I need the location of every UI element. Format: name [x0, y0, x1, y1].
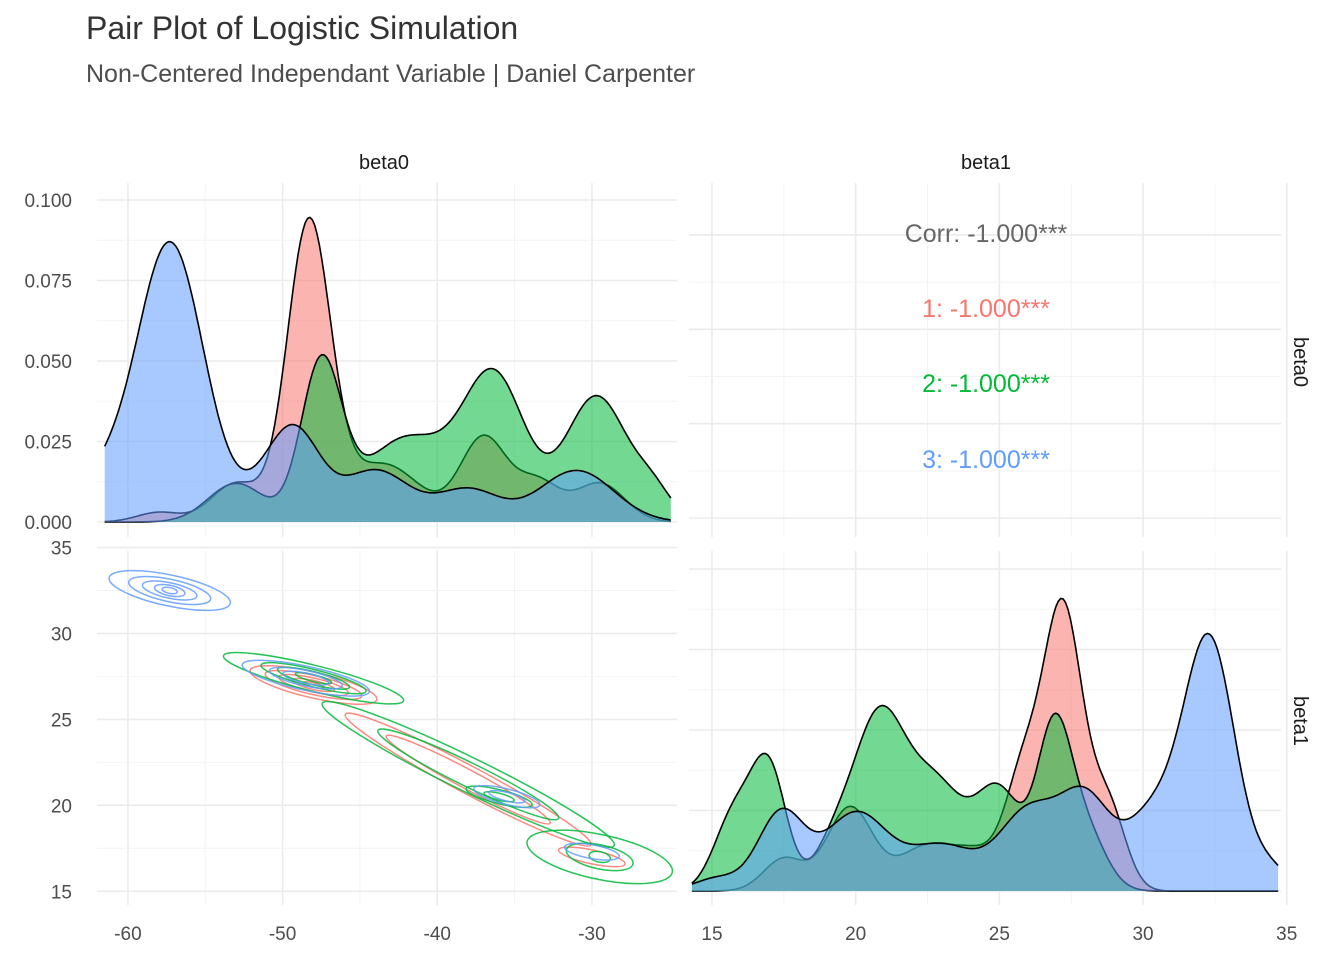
corr-label-2: 2: -1.000*** — [922, 370, 1050, 398]
x-tick-label-beta1: 20 — [845, 924, 866, 945]
y-tick-label-density: 0.050 — [24, 352, 72, 373]
corr-label-3: 3: -1.000*** — [922, 446, 1050, 474]
strip-col-beta1: beta1 — [961, 152, 1011, 174]
contour-group-2 — [376, 728, 560, 821]
beta0-density-fill-group-3 — [104, 241, 671, 522]
beta0-densities — [103, 216, 672, 523]
contour-group-3 — [108, 569, 232, 612]
contour-group-3 — [153, 583, 186, 598]
x-tick-label-beta0: -50 — [269, 924, 296, 945]
x-tick-label-beta1: 35 — [1276, 924, 1297, 945]
strip-row-beta1: beta1 — [1289, 696, 1311, 746]
x-tick-label-beta1: 25 — [989, 924, 1010, 945]
x-tick-label-beta1: 15 — [701, 924, 722, 945]
x-tick-label-beta0: -30 — [578, 924, 605, 945]
contour-group-1 — [385, 734, 552, 825]
y-tick-label-density: 0.075 — [24, 272, 72, 293]
corr-label-1: 1: -1.000*** — [922, 295, 1050, 323]
y-tick-label-beta1: 35 — [51, 539, 72, 560]
x-tick-label-beta1: 30 — [1132, 924, 1153, 945]
y-tick-label-beta1: 15 — [51, 882, 72, 903]
strip-col-beta0: beta0 — [359, 152, 409, 174]
chart-title: Pair Plot of Logistic Simulation — [86, 10, 519, 46]
contour-group-3 — [473, 784, 541, 809]
x-tick-label-beta0: -40 — [424, 924, 451, 945]
contour-group-3 — [161, 586, 179, 595]
beta1-densities — [691, 597, 1279, 892]
beta0-density-outline-group-3 — [103, 240, 671, 521]
contour-group-3 — [282, 670, 330, 686]
beta1-density-fill-group-3 — [691, 633, 1279, 891]
y-tick-label-density: 0.000 — [24, 513, 72, 534]
contour-group-1 — [344, 712, 593, 847]
contour-group-3 — [127, 575, 212, 606]
contour-group-2 — [465, 785, 533, 809]
y-tick-label-density: 0.100 — [24, 191, 72, 212]
beta0-density-fill-group-2 — [104, 354, 671, 522]
beta1-density-outline-group-3 — [691, 632, 1279, 885]
strip-row-beta0: beta0 — [1289, 337, 1311, 387]
contour-group-1 — [557, 846, 626, 868]
contour-group-2 — [588, 850, 612, 864]
contour-group-2 — [321, 700, 616, 849]
y-tick-label-beta1: 20 — [51, 796, 72, 817]
contour-group-3 — [241, 659, 371, 697]
contour-group-3 — [268, 666, 343, 690]
contour-group-3 — [141, 580, 198, 601]
chart-subtitle: Non-Centered Independant Variable | Dani… — [86, 60, 696, 88]
contour-lines — [108, 569, 674, 885]
y-tick-label-beta1: 30 — [51, 624, 72, 645]
contour-group-2 — [483, 790, 515, 803]
y-tick-label-beta1: 25 — [51, 710, 72, 731]
contour-group-3 — [563, 842, 621, 861]
x-tick-label-beta0: -60 — [114, 924, 141, 945]
y-tick-label-density: 0.025 — [24, 433, 72, 454]
contour-group-3 — [488, 789, 526, 804]
contour-group-2 — [526, 829, 674, 885]
corr-label-overall: Corr: -1.000*** — [905, 220, 1068, 248]
